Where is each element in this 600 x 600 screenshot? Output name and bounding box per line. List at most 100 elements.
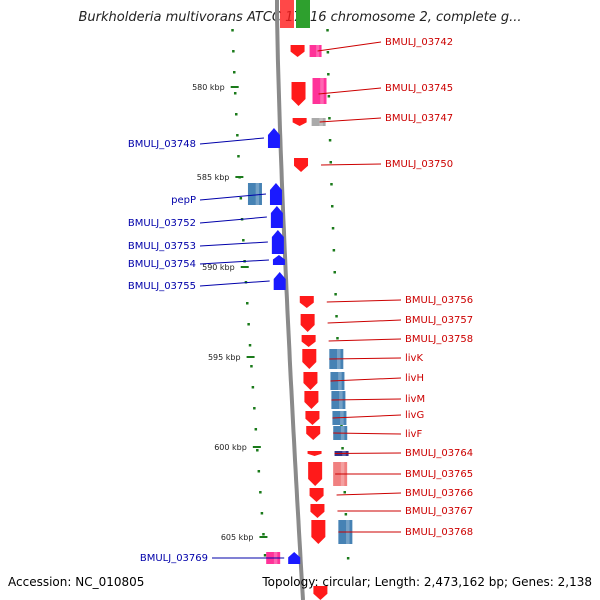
kbp-tick-label: 605 kbp — [221, 533, 254, 542]
scale-dot-outer — [332, 249, 336, 252]
reverse-gene-arrow — [273, 272, 286, 290]
scale-dot-inner — [239, 197, 243, 200]
gene-label-forward[interactable]: BMULJ_03768 — [405, 527, 473, 538]
scale-dot-inner — [251, 386, 255, 389]
scale-dot-inner — [235, 113, 238, 116]
forward-gene-arrow — [290, 45, 305, 57]
gene-label-forward[interactable]: BMULJ_03758 — [405, 334, 473, 345]
kbp-tick-label: 580 kbp — [192, 83, 225, 92]
scale-dot-outer — [334, 293, 337, 296]
green-gene-block — [296, 0, 310, 28]
scale-dot-outer — [328, 139, 332, 142]
kbp-tick-label: 600 kbp — [214, 443, 247, 452]
forward-gene-arrow — [292, 118, 307, 126]
scale-dot-inner — [237, 155, 240, 158]
scale-dot-outer — [327, 73, 330, 76]
forward-gene-arrow — [311, 520, 326, 544]
scale-dot-inner — [260, 512, 264, 515]
scale-dot-outer — [341, 447, 344, 450]
paired-gene-block — [247, 183, 262, 205]
gene-label-forward[interactable]: BMULJ_03750 — [385, 159, 453, 170]
gene-label-reverse[interactable]: BMULJ_03748 — [128, 139, 196, 150]
gene-label-line — [199, 259, 269, 265]
scale-dot-inner — [246, 302, 249, 305]
scale-dot-inner — [257, 470, 261, 473]
scale-dot-inner — [263, 554, 267, 557]
scale-dot-inner — [253, 407, 256, 410]
gene-label-forward[interactable]: livF — [405, 429, 422, 440]
forward-gene-arrow — [309, 488, 324, 502]
forward-gene-arrow — [313, 586, 328, 600]
scale-dot-outer — [330, 205, 334, 208]
gene-label-reverse[interactable]: BMULJ_03752 — [128, 218, 196, 229]
scale-dot-outer — [331, 227, 335, 230]
gene-label-forward[interactable]: BMULJ_03756 — [405, 295, 473, 306]
kbp-tick-label: 585 kbp — [197, 173, 230, 182]
forward-gene-arrow — [308, 462, 323, 486]
scale-dot-outer — [326, 51, 330, 54]
forward-gene-arrow — [301, 335, 316, 347]
scale-dot-inner — [259, 491, 262, 494]
forward-gene-arrow — [310, 504, 325, 518]
gene-label-reverse[interactable]: pepP — [171, 195, 196, 206]
scale-dot-inner — [262, 533, 265, 536]
gene-label-line — [319, 117, 382, 123]
reverse-gene-arrow — [267, 128, 280, 148]
gene-label-line — [199, 216, 267, 224]
scale-dot-inner — [233, 92, 237, 95]
gene-label-line — [321, 163, 382, 166]
accession-label: Accession: NC_010805 — [8, 575, 145, 589]
gene-label-reverse[interactable]: BMULJ_03754 — [128, 259, 196, 270]
gene-label-line — [327, 319, 402, 324]
gene-label-line — [330, 377, 402, 382]
gene-label-line — [199, 137, 265, 145]
forward-gene-arrow — [304, 391, 319, 409]
gene-label-reverse[interactable]: BMULJ_03769 — [140, 553, 208, 564]
gene-label-line — [199, 241, 268, 247]
gene-label-line — [332, 414, 402, 419]
gene-label-forward[interactable]: livK — [405, 353, 423, 364]
gene-label-line — [331, 398, 402, 401]
gene-label-forward[interactable]: livG — [405, 410, 424, 421]
gene-label-line — [318, 87, 382, 95]
gene-label-forward[interactable]: livM — [405, 394, 425, 405]
gene-label-forward[interactable]: BMULJ_03757 — [405, 315, 473, 326]
gene-label-forward[interactable]: BMULJ_03747 — [385, 113, 453, 124]
gene-label-line — [329, 357, 402, 360]
forward-gene-block — [280, 0, 294, 28]
gene-label-forward[interactable]: livH — [405, 373, 424, 384]
gene-label-line — [336, 492, 402, 496]
kbp-tick-label: 590 kbp — [202, 263, 235, 272]
stats-label: Topology: circular; Length: 2,473,162 bp… — [262, 575, 592, 589]
gene-label-forward[interactable]: BMULJ_03765 — [405, 469, 473, 480]
scale-dot-outer — [326, 29, 329, 32]
forward-gene-arrow — [302, 349, 317, 369]
genome-backbone — [275, 0, 305, 600]
gene-label-forward[interactable]: BMULJ_03742 — [385, 37, 453, 48]
scale-dot-inner — [236, 134, 239, 137]
gene-label-line — [333, 432, 402, 435]
gene-label-line — [326, 299, 402, 303]
scale-dot-outer — [329, 161, 333, 164]
gene-label-forward[interactable]: BMULJ_03766 — [405, 488, 473, 499]
scale-dot-inner — [247, 323, 250, 326]
scale-dot-outer — [327, 95, 331, 98]
gene-label-reverse[interactable]: BMULJ_03753 — [128, 241, 196, 252]
reverse-gene-arrow — [272, 255, 285, 265]
scale-dot-outer — [344, 513, 348, 516]
gene-label-reverse[interactable]: BMULJ_03755 — [128, 281, 196, 292]
reverse-gene-arrow — [269, 183, 282, 205]
forward-gene-arrow — [307, 451, 322, 456]
scale-dot-inner — [232, 71, 236, 74]
scale-dot-inner — [242, 239, 245, 242]
gene-label-forward[interactable]: BMULJ_03745 — [385, 83, 453, 94]
gene-label-forward[interactable]: BMULJ_03767 — [405, 506, 473, 517]
scale-dot-inner — [256, 449, 259, 452]
grey-gene-block — [311, 118, 326, 126]
gene-label-forward[interactable]: BMULJ_03764 — [405, 448, 473, 459]
gene-label-line — [317, 41, 382, 52]
forward-gene-arrow — [294, 158, 309, 172]
scale-dot-inner — [250, 365, 253, 368]
scale-dot-outer — [335, 315, 338, 318]
